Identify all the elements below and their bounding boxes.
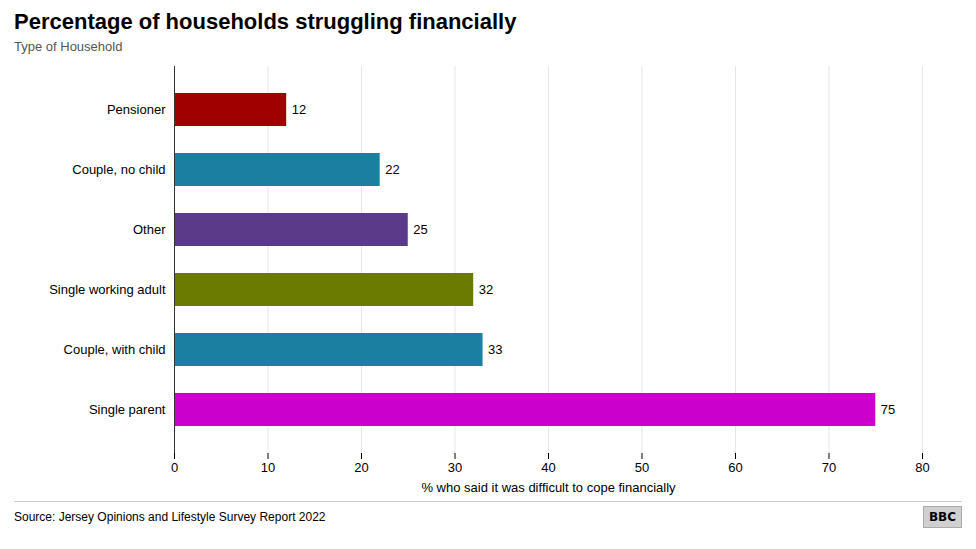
- svg-text:80: 80: [915, 460, 929, 475]
- svg-text:12: 12: [292, 102, 306, 117]
- html-text:Source: Jersey Opinions and Li: Source: Jersey Opinions and Lifestyle Su…: [14, 510, 326, 524]
- html-text:BBC: BBC: [928, 510, 956, 524]
- svg-text:20: 20: [354, 460, 368, 475]
- svg-text:Couple, with child: Couple, with child: [64, 342, 166, 357]
- svg-text:Other: Other: [133, 222, 166, 237]
- svg-text:Pensioner: Pensioner: [107, 102, 166, 117]
- svg-text:50: 50: [635, 460, 649, 475]
- html-text:Type of Household: Type of Household: [14, 39, 123, 54]
- svg-text:60: 60: [728, 460, 742, 475]
- html-text:Percentage of households strug: Percentage of households struggling fina…: [14, 9, 517, 34]
- svg-text:30: 30: [448, 460, 462, 475]
- svg-text:70: 70: [822, 460, 836, 475]
- svg-text:10: 10: [261, 460, 275, 475]
- svg-text:33: 33: [488, 342, 502, 357]
- svg-text:25: 25: [413, 222, 427, 237]
- svg-text:% who said it was difficult to: % who said it was difficult to cope fina…: [421, 480, 676, 495]
- svg-text:0: 0: [171, 460, 178, 475]
- svg-text:75: 75: [881, 402, 895, 417]
- svg-text:Single working adult: Single working adult: [49, 282, 166, 297]
- svg-text:40: 40: [541, 460, 555, 475]
- svg-text:Single parent: Single parent: [89, 402, 166, 417]
- svg-text:Couple, no child: Couple, no child: [72, 162, 165, 177]
- svg-text:32: 32: [479, 282, 493, 297]
- svg-text:22: 22: [385, 162, 399, 177]
